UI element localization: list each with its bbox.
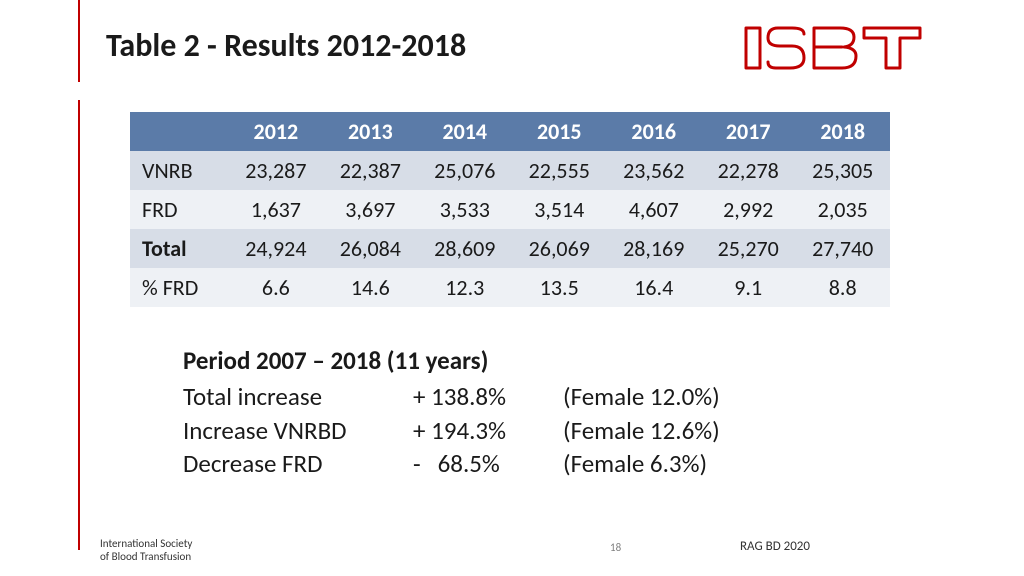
cell: 28,609 bbox=[418, 229, 512, 268]
table-col-2014: 2014 bbox=[418, 112, 512, 151]
cell: 26,084 bbox=[323, 229, 417, 268]
summary-label: Total increase bbox=[183, 380, 413, 414]
cell: 3,533 bbox=[418, 190, 512, 229]
cell: 6.6 bbox=[229, 268, 323, 307]
cell: 28,169 bbox=[607, 229, 701, 268]
cell: 8.8 bbox=[795, 268, 890, 307]
summary-heading: Period 2007 – 2018 (11 years) bbox=[183, 344, 720, 378]
cell: 3,514 bbox=[512, 190, 606, 229]
isbt-logo bbox=[738, 22, 928, 81]
cell: 3,697 bbox=[323, 190, 417, 229]
slide-title: Table 2 - Results 2012-2018 bbox=[106, 26, 466, 65]
cell: 23,562 bbox=[607, 151, 701, 190]
summary-label: Decrease FRD bbox=[183, 447, 413, 481]
cell: 25,270 bbox=[701, 229, 795, 268]
cell: 12.3 bbox=[418, 268, 512, 307]
summary-label: Increase VNRBD bbox=[183, 414, 413, 448]
summary-row: Total increase + 138.8% (Female 12.0%) bbox=[183, 380, 720, 414]
summary-value: + 194.3% bbox=[413, 414, 563, 448]
summary-female: (Female 12.6%) bbox=[563, 414, 720, 448]
summary-value: + 138.8% bbox=[413, 380, 563, 414]
summary-row: Increase VNRBD + 194.3% (Female 12.6%) bbox=[183, 414, 720, 448]
cell: 26,069 bbox=[512, 229, 606, 268]
table-col-2015: 2015 bbox=[512, 112, 606, 151]
table-col-2012: 2012 bbox=[229, 112, 323, 151]
accent-line-top bbox=[78, 0, 80, 82]
table-row: % FRD 6.6 14.6 12.3 13.5 16.4 9.1 8.8 bbox=[130, 268, 890, 307]
summary-value: - 68.5% bbox=[413, 447, 563, 481]
table-col-2018: 2018 bbox=[795, 112, 890, 151]
cell: 2,035 bbox=[795, 190, 890, 229]
cell: 22,278 bbox=[701, 151, 795, 190]
table-col-2017: 2017 bbox=[701, 112, 795, 151]
row-label: FRD bbox=[130, 190, 229, 229]
table-row: VNRB 23,287 22,387 25,076 22,555 23,562 … bbox=[130, 151, 890, 190]
table-col-2013: 2013 bbox=[323, 112, 417, 151]
summary-female: (Female 6.3%) bbox=[563, 447, 707, 481]
row-label: Total bbox=[130, 229, 229, 268]
footer-org-line2: of Blood Transfusion bbox=[100, 550, 192, 564]
summary-block: Period 2007 – 2018 (11 years) Total incr… bbox=[183, 344, 720, 481]
cell: 16.4 bbox=[607, 268, 701, 307]
row-label: % FRD bbox=[130, 268, 229, 307]
cell: 13.5 bbox=[512, 268, 606, 307]
cell: 4,607 bbox=[607, 190, 701, 229]
cell: 25,305 bbox=[795, 151, 890, 190]
results-table: 2012 2013 2014 2015 2016 2017 2018 VNRB … bbox=[130, 112, 890, 307]
footer-org-line1: International Society bbox=[100, 537, 192, 551]
cell: 2,992 bbox=[701, 190, 795, 229]
summary-row: Decrease FRD - 68.5% (Female 6.3%) bbox=[183, 447, 720, 481]
cell: 14.6 bbox=[323, 268, 417, 307]
table-row: FRD 1,637 3,697 3,533 3,514 4,607 2,992 … bbox=[130, 190, 890, 229]
table-header-row: 2012 2013 2014 2015 2016 2017 2018 bbox=[130, 112, 890, 151]
cell: 27,740 bbox=[795, 229, 890, 268]
table-col-2016: 2016 bbox=[607, 112, 701, 151]
cell: 23,287 bbox=[229, 151, 323, 190]
footer-org: International Society of Blood Transfusi… bbox=[100, 537, 192, 565]
footer-page-number: 18 bbox=[610, 541, 621, 554]
cell: 1,637 bbox=[229, 190, 323, 229]
cell: 22,555 bbox=[512, 151, 606, 190]
row-label: VNRB bbox=[130, 151, 229, 190]
cell: 24,924 bbox=[229, 229, 323, 268]
table-col-empty bbox=[130, 112, 229, 151]
cell: 22,387 bbox=[323, 151, 417, 190]
table-row: Total 24,924 26,084 28,609 26,069 28,169… bbox=[130, 229, 890, 268]
accent-line-body bbox=[78, 100, 80, 550]
footer-tag: RAG BD 2020 bbox=[740, 539, 810, 554]
slide: Table 2 - Results 2012-2018 2012 2013 bbox=[0, 0, 1024, 576]
summary-female: (Female 12.0%) bbox=[563, 380, 720, 414]
cell: 25,076 bbox=[418, 151, 512, 190]
cell: 9.1 bbox=[701, 268, 795, 307]
